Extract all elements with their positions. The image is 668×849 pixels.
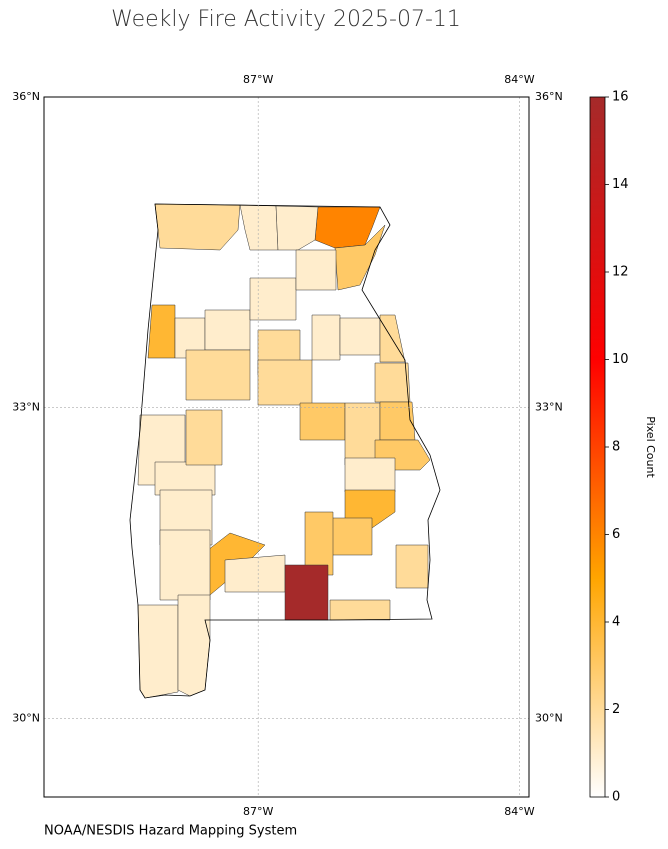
county <box>159 529 211 601</box>
county <box>329 517 373 556</box>
county <box>224 554 286 593</box>
county <box>185 349 251 401</box>
x-tick-label: 87°W <box>243 73 273 86</box>
x-tick-label: 84°W <box>504 73 534 86</box>
county <box>329 599 391 621</box>
county <box>177 594 211 697</box>
map-frame <box>43 96 530 798</box>
county <box>339 317 381 356</box>
colorbar-tick-label: 14 <box>612 177 629 192</box>
x-tick-label: 87°W <box>243 805 273 818</box>
title: Weekly Fire Activity 2025-07-11 <box>111 7 461 32</box>
county <box>344 457 396 493</box>
county <box>299 402 346 441</box>
county <box>334 224 386 291</box>
y-tick-label: 36°N <box>12 90 40 103</box>
county <box>154 203 241 251</box>
credit: NOAA/NESDIS Hazard Mapping System <box>44 824 297 839</box>
y-tick-label: 33°N <box>12 401 40 414</box>
county <box>137 604 179 699</box>
colorbar-tick-label: 10 <box>612 352 629 367</box>
county <box>374 362 411 403</box>
county <box>249 277 297 321</box>
county <box>239 204 279 251</box>
county <box>311 314 341 361</box>
county <box>204 309 251 351</box>
y-tick-label: 30°N <box>535 711 563 724</box>
county <box>185 409 223 466</box>
colorbar-tick-label: 2 <box>612 702 620 717</box>
county <box>147 304 176 359</box>
county <box>295 249 337 291</box>
county <box>304 511 334 576</box>
colorbar-tick-label: 12 <box>612 265 629 280</box>
colorbar-tick-label: 8 <box>612 440 620 455</box>
county <box>275 205 319 251</box>
y-tick-label: 33°N <box>535 401 563 414</box>
colorbar-label: Pixel Count <box>644 416 657 478</box>
colorbar-tick-label: 6 <box>612 527 620 542</box>
county <box>284 564 329 621</box>
colorbar-tick-label: 0 <box>612 790 620 805</box>
state-outline <box>129 203 441 699</box>
county <box>379 314 406 363</box>
x-tick-label: 84°W <box>504 805 534 818</box>
colorbar-tick-label: 16 <box>612 90 629 105</box>
county <box>257 359 313 406</box>
colorbar <box>589 96 606 798</box>
county <box>395 544 429 589</box>
y-tick-label: 36°N <box>535 90 563 103</box>
colorbar-tick-label: 4 <box>612 615 620 630</box>
y-tick-label: 30°N <box>12 711 40 724</box>
